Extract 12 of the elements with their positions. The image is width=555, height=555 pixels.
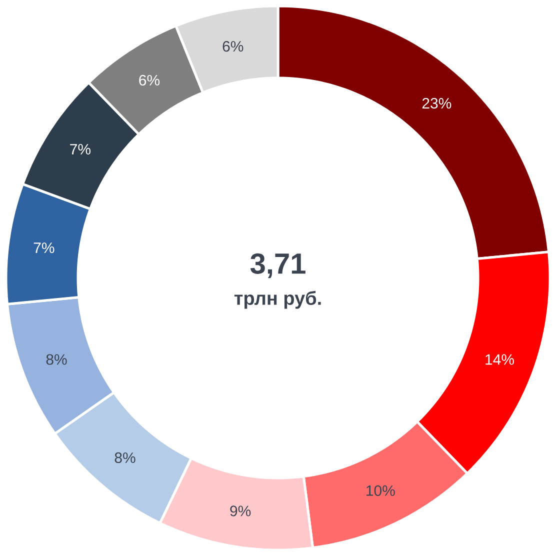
data-label: 23% bbox=[422, 98, 452, 109]
data-label: 8% bbox=[114, 452, 136, 464]
data-label: 9% bbox=[230, 506, 251, 516]
data-label: 8% bbox=[46, 354, 67, 365]
data-label: 10% bbox=[366, 485, 395, 496]
data-label: 7% bbox=[34, 242, 54, 254]
data-label: 6% bbox=[139, 74, 160, 86]
data-label: 7% bbox=[70, 144, 90, 154]
data-label: 14% bbox=[486, 354, 514, 365]
data-label: 6% bbox=[222, 41, 244, 52]
text: 3,71 bbox=[250, 253, 306, 278]
text: трлн руб. bbox=[234, 290, 321, 309]
